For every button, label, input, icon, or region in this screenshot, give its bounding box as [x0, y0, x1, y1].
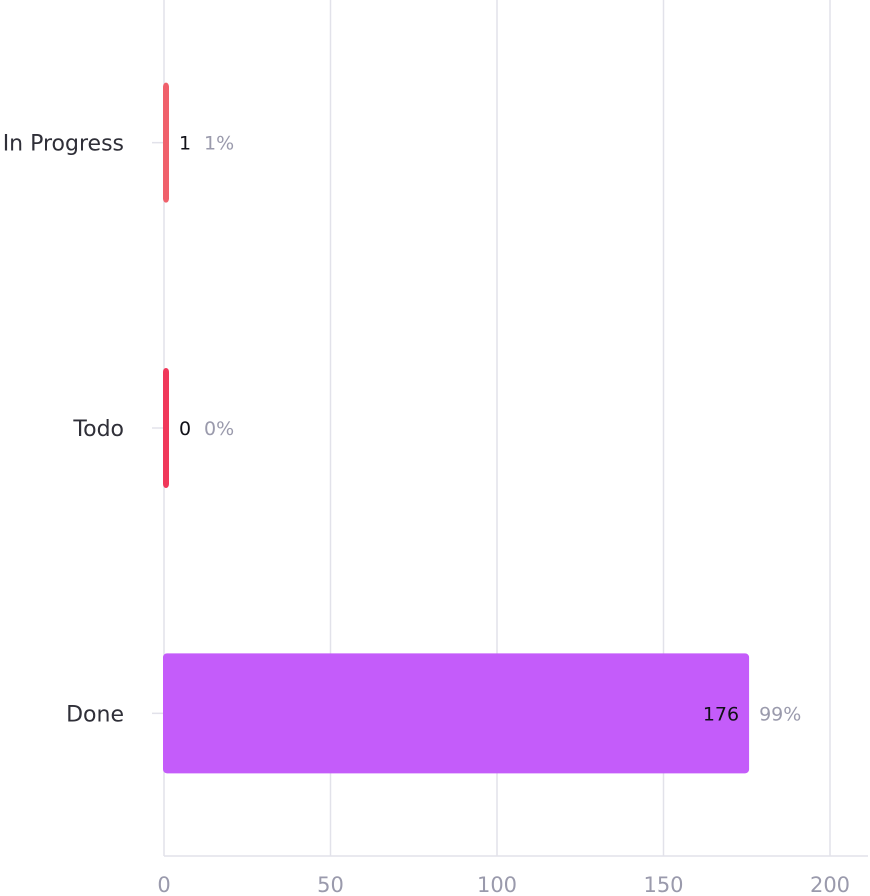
percent-label: 0%	[204, 418, 234, 440]
bar-done[interactable]	[163, 653, 750, 774]
category-label: Todo	[72, 417, 124, 442]
bars	[163, 82, 750, 774]
x-tick-label: 100	[477, 873, 517, 896]
category-label: Done	[66, 702, 124, 727]
x-tick-label: 50	[317, 873, 344, 896]
bar-in-progress[interactable]	[163, 82, 169, 203]
value-label: 1	[179, 133, 191, 155]
category-label: In Progress	[3, 132, 124, 157]
x-tick-label: 150	[643, 873, 683, 896]
percent-label: 99%	[759, 703, 801, 725]
x-tick-label: 0	[157, 873, 170, 896]
x-tick-label: 200	[810, 873, 850, 896]
percent-label: 1%	[204, 133, 234, 155]
value-label: 0	[179, 418, 191, 440]
bar-todo[interactable]	[163, 368, 169, 488]
labels: In Progress 1 1% Todo 0 0% Done 176 99%	[3, 132, 802, 728]
value-label: 176	[703, 703, 739, 725]
